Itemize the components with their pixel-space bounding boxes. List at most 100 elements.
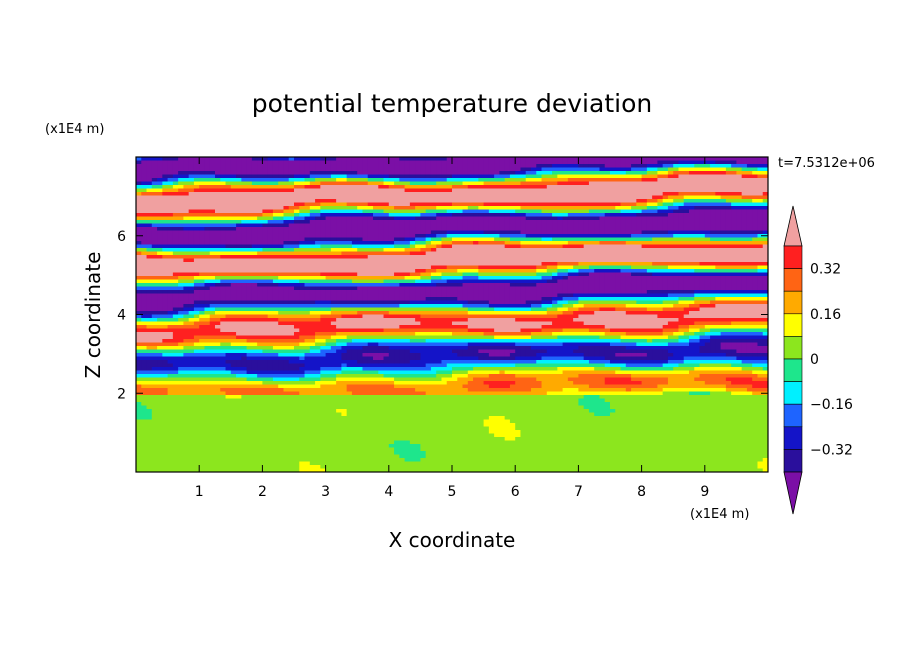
field-cell	[257, 216, 263, 221]
field-cell	[573, 171, 579, 176]
field-cell	[736, 272, 743, 277]
field-cell	[525, 265, 532, 270]
field-cell	[610, 216, 616, 221]
field-cell	[552, 276, 558, 281]
field-cell	[315, 171, 321, 176]
field-cell	[567, 262, 574, 267]
field-cell	[462, 195, 469, 200]
field-cell	[425, 241, 432, 246]
field-cell	[746, 202, 753, 207]
field-cell	[473, 174, 479, 179]
field-cell	[615, 293, 622, 298]
field-cell	[536, 188, 543, 193]
field-cell	[325, 241, 332, 246]
field-cell	[325, 234, 332, 239]
field-cell	[267, 174, 274, 179]
field-cell	[525, 174, 532, 179]
field-cell	[246, 234, 253, 239]
field-cell	[610, 220, 616, 225]
field-cell	[336, 178, 342, 183]
field-cell	[762, 195, 768, 200]
field-cell	[141, 272, 148, 277]
field-cell	[420, 300, 427, 305]
field-cell	[320, 227, 327, 232]
field-cell	[246, 164, 253, 169]
field-cell	[388, 160, 395, 165]
field-cell	[736, 174, 743, 179]
field-cell	[610, 227, 616, 232]
field-cell	[362, 237, 369, 242]
field-cell	[473, 164, 479, 169]
field-cell	[136, 171, 142, 176]
field-cell	[557, 241, 564, 246]
field-cell	[725, 227, 732, 232]
field-cell	[320, 202, 327, 207]
field-cell	[473, 272, 479, 277]
field-cell	[399, 167, 406, 172]
field-cell	[430, 300, 437, 305]
field-cell	[362, 272, 369, 277]
field-cell	[715, 276, 722, 281]
field-cell	[204, 178, 211, 183]
field-cell	[683, 286, 690, 291]
field-cell	[583, 227, 590, 232]
field-cell	[452, 227, 458, 232]
field-cell	[215, 157, 221, 162]
field-cell	[615, 167, 622, 172]
field-cell	[657, 290, 664, 295]
field-cell	[746, 167, 753, 172]
field-cell	[209, 237, 216, 242]
field-cell	[536, 171, 543, 176]
field-cell	[499, 255, 506, 260]
field-cell	[567, 279, 574, 284]
field-cell	[383, 230, 390, 235]
field-cell	[583, 293, 590, 298]
field-cell	[378, 178, 385, 183]
field-cell	[367, 290, 374, 295]
field-cell	[673, 279, 680, 284]
field-cell	[588, 178, 595, 183]
field-cell	[420, 160, 427, 165]
field-cell	[483, 297, 490, 302]
field-cell	[615, 220, 622, 225]
field-cell	[446, 244, 453, 249]
field-cell	[478, 297, 485, 302]
field-cell	[573, 185, 579, 190]
field-cell	[667, 220, 674, 225]
field-cell	[362, 185, 369, 190]
field-cell	[509, 171, 516, 176]
field-cell	[557, 174, 564, 179]
field-cell	[262, 262, 269, 267]
field-cell	[620, 241, 627, 246]
field-cell	[615, 188, 622, 193]
field-cell	[720, 164, 727, 169]
field-cell	[241, 167, 248, 172]
field-cell	[151, 290, 158, 295]
field-cell	[394, 227, 400, 232]
field-cell	[478, 255, 485, 260]
field-cell	[146, 265, 153, 270]
field-cell	[336, 251, 342, 256]
field-cell	[736, 241, 743, 246]
field-cell	[220, 234, 227, 239]
field-cell	[288, 258, 295, 263]
field-cell	[662, 293, 669, 298]
field-cell	[620, 244, 627, 249]
field-cell	[557, 185, 564, 190]
field-cell	[478, 171, 485, 176]
field-cell	[178, 272, 184, 277]
field-cell	[531, 160, 537, 165]
field-cell	[220, 283, 227, 288]
field-cell	[462, 164, 469, 169]
field-cell	[272, 248, 279, 253]
field-cell	[136, 230, 142, 235]
field-cell	[678, 272, 685, 277]
field-cell	[394, 251, 400, 256]
field-cell	[230, 283, 237, 288]
field-cell	[425, 195, 432, 200]
field-cell	[610, 192, 616, 197]
field-cell	[225, 174, 232, 179]
field-cell	[409, 279, 416, 284]
field-cell	[467, 192, 474, 197]
field-cell	[541, 241, 548, 246]
